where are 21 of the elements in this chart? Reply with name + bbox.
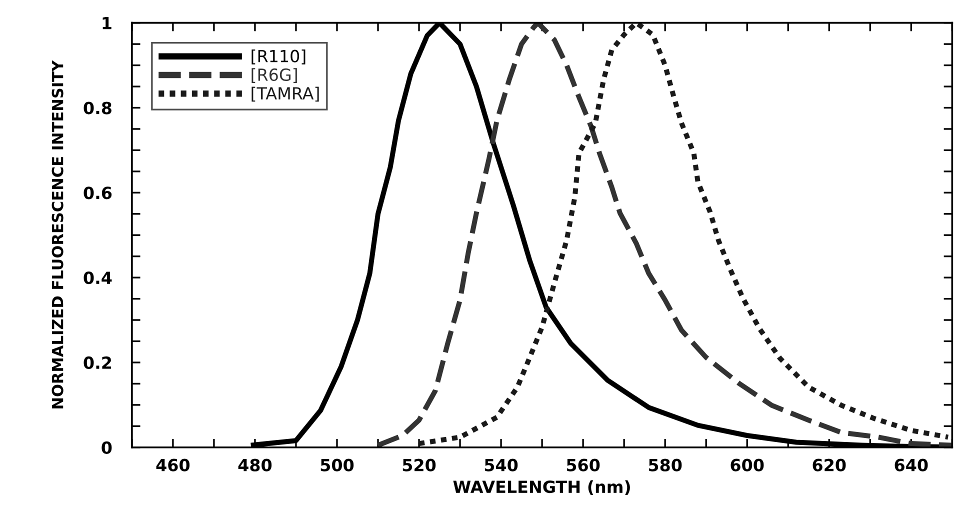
x-tick-label: 460	[156, 458, 190, 472]
x-tick-label: 640	[894, 458, 928, 472]
x-axis-title: WAVELENGTH (nm)	[453, 480, 630, 496]
y-tick-label: 0.8	[84, 102, 112, 114]
x-tick-label: 580	[648, 458, 682, 472]
text: [TAMRA]	[252, 86, 319, 102]
text: [R6G]	[252, 68, 297, 83]
y-axis-title: NORMALIZED FLUORESCENCE INTENSITY	[52, 60, 64, 408]
x-tick-label: 540	[484, 458, 518, 472]
x-tick-label: 560	[566, 458, 600, 472]
x-tick-label: 600	[730, 458, 764, 472]
y-tick-label: 1	[102, 17, 112, 30]
y-tick-label: 0.4	[84, 272, 112, 284]
y-tick-label: 0	[102, 441, 112, 454]
x-tick-label: 620	[812, 458, 846, 472]
legend-label: [R110]	[252, 50, 306, 64]
x-tick-label: 520	[402, 458, 436, 472]
y-tick-label: 0.2	[84, 356, 112, 370]
y-tick-label: 0.6	[84, 186, 112, 200]
x-tick-label: 500	[320, 458, 354, 472]
x-tick-label: 480	[238, 458, 272, 472]
